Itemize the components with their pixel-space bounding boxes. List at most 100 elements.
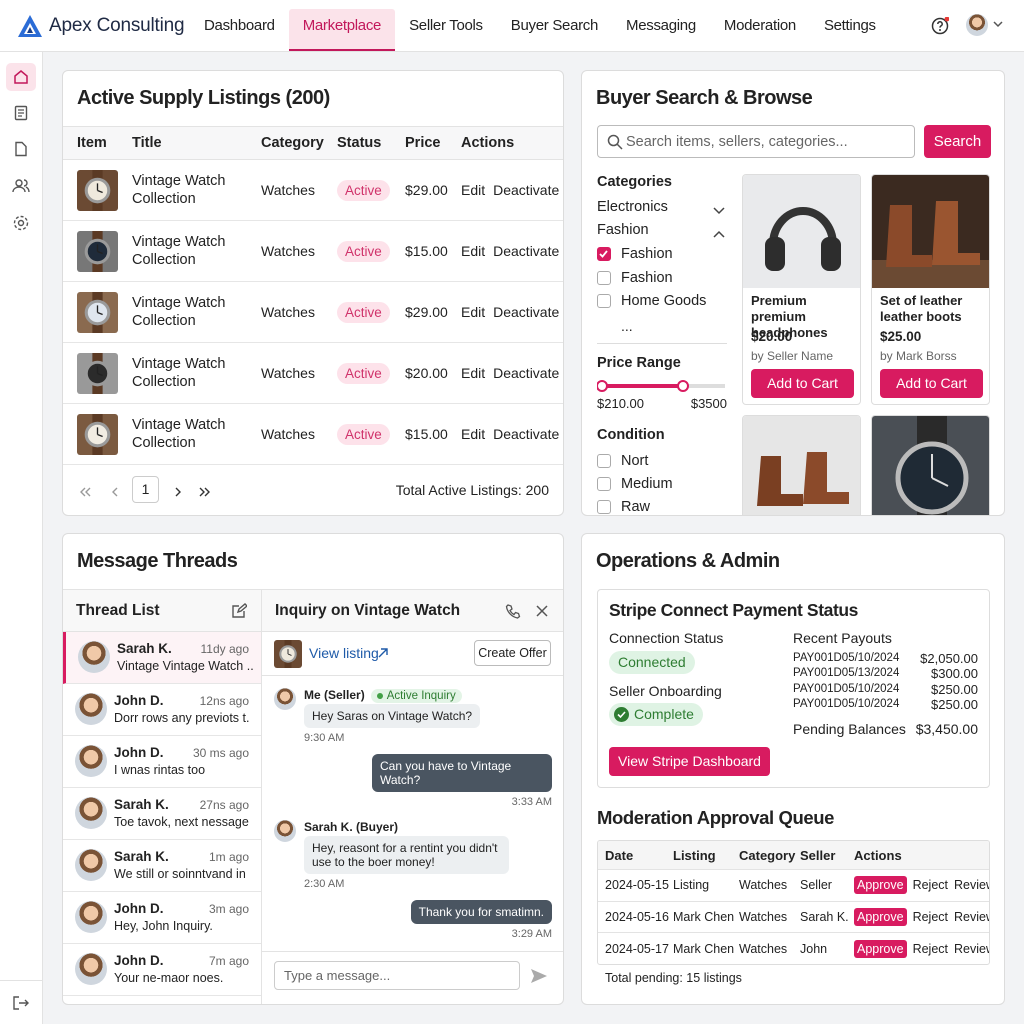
add-to-cart-button[interactable]: Add to Cart <box>880 369 983 398</box>
help-icon[interactable] <box>931 17 949 35</box>
condition-checkbox[interactable]: Raw <box>597 498 727 515</box>
search-button[interactable]: Search <box>924 125 991 158</box>
page-nav[interactable] <box>80 484 92 501</box>
category-item[interactable]: Fashion <box>597 222 649 238</box>
row-action[interactable]: Deactivate <box>493 426 560 442</box>
create-offer-button[interactable]: Create Offer <box>474 640 551 666</box>
nav-item[interactable]: Moderation <box>723 17 796 34</box>
thread-item[interactable]: John D. 12ns ago Dorr rows any previots t.… <box>63 684 261 736</box>
nav-item[interactable]: Seller Tools <box>409 17 483 34</box>
stripe-dashboard-button[interactable]: View Stripe Dashboard <box>609 747 770 776</box>
page-number[interactable]: 1 <box>132 476 159 503</box>
column-header: Actions <box>461 135 515 151</box>
row-action[interactable]: Deactivate <box>493 304 560 320</box>
moderation-action[interactable]: Review <box>954 909 989 924</box>
add-to-cart-button[interactable]: Add to Cart <box>751 369 854 398</box>
settings-icon[interactable] <box>12 214 30 232</box>
status-cell: Active <box>337 423 405 445</box>
user-menu-chevron[interactable] <box>993 21 1003 29</box>
pending-amount: $3,450.00 <box>915 721 978 737</box>
logout-icon[interactable] <box>12 995 30 1011</box>
icon-shape <box>617 711 626 719</box>
nav-item[interactable]: Messaging <box>626 17 696 34</box>
category-checkbox[interactable]: Home Goods <box>597 292 727 310</box>
row-action[interactable]: Edit <box>461 365 486 381</box>
product-card: Set of leather leather boots $25.00 by Mar… <box>871 174 990 405</box>
moderation-action[interactable]: Reject <box>912 878 948 893</box>
thread-item[interactable]: Sarah K. 11dy ago Vintage Vintage Watch ..… <box>63 632 261 684</box>
checkbox <box>597 477 611 491</box>
moderation-table: Date Listing Category Seller Actions 2024-05-… <box>597 840 990 965</box>
message-input[interactable]: Type a message... <box>274 961 520 990</box>
nav-item[interactable]: Buyer Search <box>510 17 599 34</box>
icon-shape <box>677 380 689 392</box>
listing-title: Vintage Watch Collection <box>132 417 226 451</box>
page-nav[interactable] <box>173 484 185 501</box>
thread-item[interactable]: John D. 3m ago Hey, John Inquiry. <box>63 892 261 944</box>
page-nav[interactable] <box>110 484 122 501</box>
listings-icon[interactable] <box>13 105 29 121</box>
condition-checkbox[interactable]: Medium <box>597 475 727 493</box>
moderation-action[interactable]: Review <box>954 878 989 893</box>
category-checkbox[interactable]: Fashion <box>597 269 727 287</box>
page-nav[interactable] <box>199 484 211 501</box>
payout-amount: $300.00 <box>931 666 978 682</box>
user-avatar[interactable] <box>966 14 988 36</box>
row-action[interactable]: Deactivate <box>493 182 560 198</box>
nav-item[interactable]: Marketplace <box>288 9 396 51</box>
home-icon[interactable] <box>13 69 29 85</box>
moderation-action[interactable]: Approve <box>854 907 907 926</box>
thread-item[interactable]: Sarah K. 1m ago We still or soinntvand in … <box>63 840 261 892</box>
icon <box>77 230 118 272</box>
icon-shape <box>757 456 803 506</box>
category-toggle[interactable] <box>713 225 725 241</box>
logo <box>18 15 42 37</box>
category-toggle[interactable] <box>713 202 725 218</box>
nav-item[interactable]: Dashboard <box>204 17 275 34</box>
listing-title: Vintage Watch Collection <box>132 295 226 329</box>
users-icon[interactable] <box>12 178 30 194</box>
row-action[interactable]: Edit <box>461 426 486 442</box>
send-icon[interactable] <box>530 968 548 987</box>
moderation-action[interactable]: Reject <box>912 909 948 924</box>
sidebar-active[interactable] <box>6 63 36 91</box>
close-icon[interactable] <box>535 604 549 621</box>
row-action[interactable]: Deactivate <box>493 365 560 381</box>
icon-shape <box>96 243 103 254</box>
checkbox-label: Home Goods <box>621 293 707 309</box>
thread-item[interactable]: John D. 30 ms ago I wnas rintas too <box>63 736 261 788</box>
moderation-action[interactable]: Reject <box>912 941 948 956</box>
thread-item[interactable]: Sarah K. 27ns ago Toe tavok, next nessage … <box>63 788 261 840</box>
document-icon[interactable] <box>13 141 29 157</box>
row-action[interactable]: Edit <box>461 304 486 320</box>
icon-shape <box>614 707 629 722</box>
check-icon <box>614 706 634 722</box>
more-categories[interactable]: ... <box>621 318 633 334</box>
call-icon[interactable] <box>505 603 521 622</box>
message-bubble: Can you have to Vintage Watch? <box>372 754 552 792</box>
row-action[interactable]: Edit <box>461 182 486 198</box>
row-action[interactable]: Edit <box>461 243 486 259</box>
moderation-action[interactable]: Approve <box>854 939 907 958</box>
price-slider[interactable] <box>596 379 727 396</box>
product-card[interactable] <box>742 415 861 515</box>
search-input[interactable]: Search items, sellers, categories... <box>597 125 915 158</box>
status-pill: Active <box>337 423 390 445</box>
moderation-action[interactable]: Review <box>954 941 989 956</box>
search-placeholder: Search items, sellers, categories... <box>626 134 848 150</box>
category-checkbox[interactable]: Fashion <box>597 245 727 263</box>
condition-checkbox[interactable]: Nort <box>597 452 727 470</box>
nav-item[interactable]: Settings <box>823 17 876 34</box>
moderation-action[interactable]: Approve <box>854 876 907 895</box>
cell: Listing <box>673 878 710 893</box>
row-action[interactable]: Deactivate <box>493 243 560 259</box>
icon <box>872 175 989 288</box>
product-card[interactable] <box>871 415 990 515</box>
thread-item[interactable]: John D. 7m ago Your ne-maor noes. <box>63 944 261 996</box>
message-time: 2:30 AM <box>304 878 345 890</box>
column-header: Status <box>337 135 382 151</box>
compose-icon[interactable] <box>231 603 249 622</box>
thread-avatar <box>75 797 107 829</box>
view-listing-link[interactable]: View listing <box>309 645 379 661</box>
category-item[interactable]: Electronics <box>597 199 668 215</box>
